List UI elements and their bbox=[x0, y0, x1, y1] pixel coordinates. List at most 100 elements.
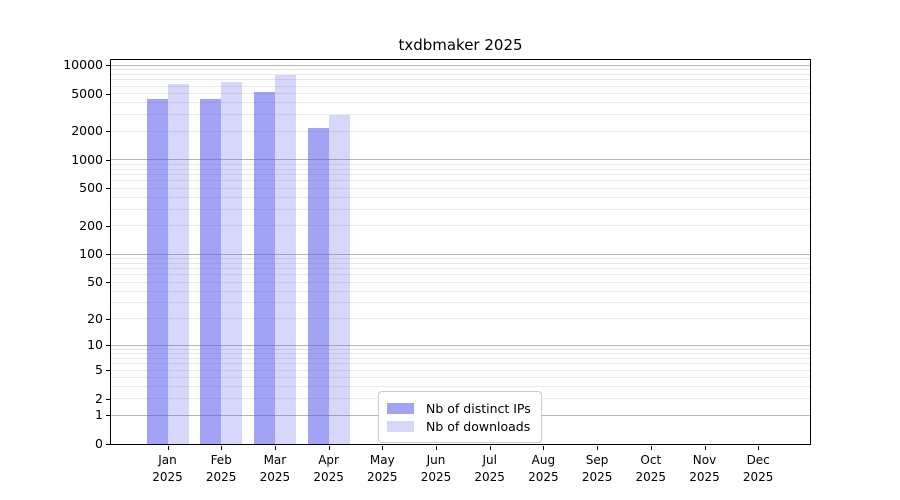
gridline bbox=[111, 353, 810, 355]
x-tick-year: 2025 bbox=[259, 470, 291, 484]
gridline bbox=[111, 369, 810, 371]
bar-nb-of-distinct-ips-feb bbox=[200, 98, 222, 444]
y-tick-label: 1000 bbox=[71, 151, 103, 167]
bar-nb-of-downloads-apr bbox=[328, 114, 350, 444]
x-tick-label: Mar 2025 bbox=[245, 452, 305, 486]
x-tick-year: 2025 bbox=[474, 470, 505, 484]
gridline bbox=[111, 174, 810, 175]
x-tick-mark bbox=[650, 446, 652, 450]
y-tick-label: 10000 bbox=[63, 57, 103, 73]
x-tick-mark bbox=[274, 446, 276, 450]
x-tick-label: Oct 2025 bbox=[621, 452, 681, 486]
bar-nb-of-distinct-ips-mar bbox=[253, 92, 275, 444]
gridline bbox=[111, 180, 810, 182]
gridline bbox=[111, 73, 810, 75]
x-tick-year: 2025 bbox=[635, 470, 667, 484]
plot-area bbox=[110, 59, 811, 445]
y-tick-label: 2000 bbox=[71, 123, 103, 139]
gridline bbox=[111, 79, 810, 81]
y-tick-label: 50 bbox=[87, 274, 103, 290]
legend-swatch-downloads-icon bbox=[387, 420, 414, 432]
gridline bbox=[111, 159, 810, 161]
gridline bbox=[111, 290, 810, 292]
y-tick-mark bbox=[106, 188, 110, 190]
y-tick-mark bbox=[106, 370, 110, 372]
x-tick-mark bbox=[597, 446, 599, 450]
bar-nb-of-distinct-ips-apr bbox=[307, 128, 329, 444]
x-tick-year: 2025 bbox=[367, 470, 398, 484]
gridline bbox=[111, 114, 810, 116]
x-tick-label: Feb 2025 bbox=[191, 452, 251, 486]
gridline bbox=[111, 225, 810, 227]
x-tick-month: Apr bbox=[318, 453, 339, 467]
gridline bbox=[111, 187, 810, 189]
gridline bbox=[111, 268, 810, 270]
x-tick-month: Jun bbox=[426, 453, 446, 467]
bar-nb-of-downloads-jan bbox=[167, 84, 189, 444]
x-tick-year: 2025 bbox=[420, 470, 452, 484]
gridline bbox=[111, 318, 810, 320]
y-tick-label: 5000 bbox=[71, 85, 103, 101]
legend-item-downloads: Nb of downloads bbox=[387, 418, 531, 434]
x-tick-year: 2025 bbox=[528, 470, 559, 484]
x-tick-month: Aug bbox=[531, 453, 556, 467]
y-tick-label: 500 bbox=[79, 180, 103, 196]
x-tick-label: Apr 2025 bbox=[299, 452, 359, 486]
y-tick-mark bbox=[106, 318, 110, 320]
gridline bbox=[111, 69, 810, 71]
legend-swatch-distinct-ips-icon bbox=[387, 402, 414, 414]
x-tick-month: May bbox=[369, 453, 395, 467]
x-tick-month: Jul bbox=[482, 453, 497, 467]
x-tick-month: Sep bbox=[585, 453, 609, 467]
x-tick-month: Nov bbox=[692, 453, 717, 467]
x-tick-year: 2025 bbox=[313, 470, 344, 484]
y-tick-mark bbox=[106, 225, 110, 227]
x-tick-month: Dec bbox=[746, 453, 770, 467]
bar-nb-of-distinct-ips-jan bbox=[146, 98, 168, 444]
x-tick-label: Jun 2025 bbox=[406, 452, 466, 486]
x-tick-label: Aug 2025 bbox=[513, 452, 573, 486]
x-tick-mark bbox=[489, 446, 491, 450]
x-tick-year: 2025 bbox=[205, 470, 237, 484]
x-tick-year: 2025 bbox=[742, 470, 774, 484]
y-tick-mark bbox=[106, 65, 110, 67]
y-tick-label: 100 bbox=[79, 246, 103, 262]
y-tick-label: 5 bbox=[95, 362, 103, 378]
legend: Nb of distinct IPs Nb of downloads bbox=[378, 391, 542, 443]
y-tick-mark bbox=[106, 444, 110, 445]
x-tick-label: Nov 2025 bbox=[675, 452, 735, 486]
y-tick-label: 0 bbox=[95, 436, 103, 451]
legend-label-downloads: Nb of downloads bbox=[426, 418, 531, 434]
gridline bbox=[111, 253, 810, 255]
x-tick-label: May 2025 bbox=[352, 452, 412, 486]
x-tick-label: Jul 2025 bbox=[460, 452, 520, 486]
gridline bbox=[111, 163, 810, 165]
gridline bbox=[111, 357, 810, 359]
y-tick-label: 200 bbox=[79, 217, 103, 233]
x-tick-mark bbox=[704, 446, 706, 450]
x-tick-mark bbox=[328, 446, 330, 450]
bar-nb-of-downloads-feb bbox=[221, 82, 243, 444]
y-tick-mark bbox=[106, 159, 110, 161]
gridline bbox=[111, 281, 810, 283]
y-tick-label: 2 bbox=[95, 390, 103, 406]
gridline bbox=[111, 196, 810, 198]
y-tick-label: 20 bbox=[87, 310, 103, 326]
gridline bbox=[111, 257, 810, 259]
legend-label-distinct-ips: Nb of distinct IPs bbox=[426, 400, 531, 416]
x-tick-label: Sep 2025 bbox=[567, 452, 627, 486]
gridline bbox=[111, 168, 810, 170]
y-tick-mark bbox=[106, 282, 110, 284]
x-tick-year: 2025 bbox=[581, 470, 613, 484]
chart-title: txdbmaker 2025 bbox=[398, 36, 523, 54]
x-tick-mark bbox=[543, 446, 545, 450]
gridline bbox=[111, 377, 810, 379]
gridline bbox=[111, 262, 810, 264]
x-tick-month: Oct bbox=[640, 453, 662, 467]
gridline bbox=[111, 274, 810, 276]
x-tick-month: Feb bbox=[210, 453, 232, 467]
x-tick-year: 2025 bbox=[689, 470, 720, 484]
x-tick-mark bbox=[758, 446, 760, 450]
y-tick-mark bbox=[106, 415, 110, 417]
